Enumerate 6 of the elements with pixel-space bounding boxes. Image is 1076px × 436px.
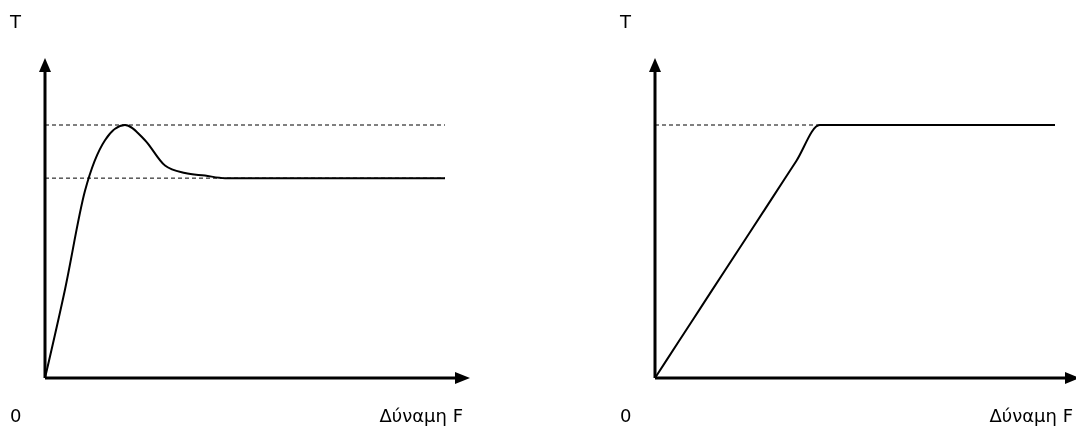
- text: 0: [620, 405, 632, 426]
- x-axis-title: Δύναμη F: [989, 405, 1073, 426]
- y-axis-title: T: [619, 11, 632, 32]
- y-axis-title: T: [9, 11, 22, 32]
- x-axis-title: Δύναμη F: [379, 405, 463, 426]
- text: 0: [10, 405, 22, 426]
